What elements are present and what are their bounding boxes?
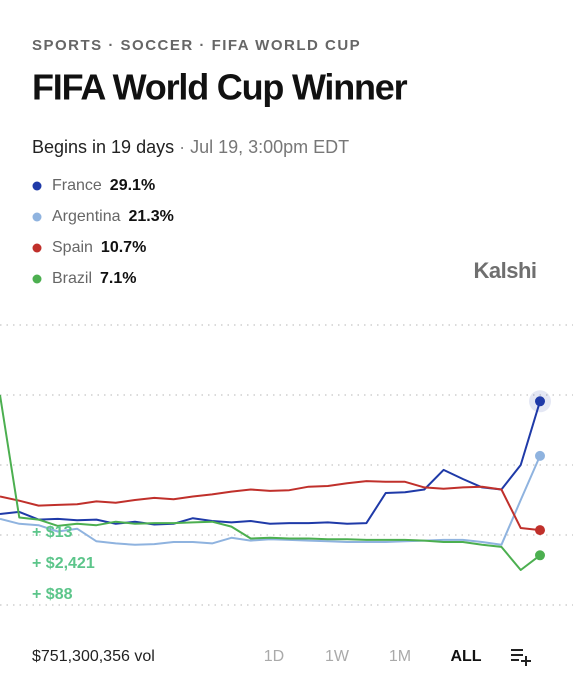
legend-dot [32, 243, 42, 253]
legend-entry: Brazil 7.1% [52, 270, 136, 287]
end-dot [535, 525, 545, 536]
legend-value: 21.3% [129, 208, 174, 225]
event-date: Jul 19, 3:00pm EDT [190, 137, 349, 157]
breadcrumb: SPORTS · SOCCER · FIFA WORLD CUP [32, 37, 361, 54]
legend-value: 10.7% [101, 239, 146, 256]
legend-dot [32, 181, 42, 191]
series-line [0, 455, 541, 546]
series-line [0, 394, 541, 571]
trade-label: + $88 [32, 586, 73, 603]
breadcrumb-item[interactable]: FIFA WORLD CUP [212, 37, 362, 54]
trade-label: + $13 [32, 524, 73, 541]
series-line [0, 401, 541, 526]
legend-dot [32, 274, 42, 284]
legend-entry: Spain 10.7% [52, 239, 146, 256]
separator: · [103, 37, 121, 54]
legend-name: France [52, 177, 102, 194]
legend-name: Argentina [52, 208, 121, 225]
legend-entry: Argentina 21.3% [52, 208, 174, 225]
page-title: FIFA World Cup Winner [32, 67, 408, 108]
end-dot [535, 550, 545, 561]
legend-dot [32, 212, 42, 222]
menu-icon[interactable] [511, 649, 531, 666]
legend-value: 29.1% [110, 177, 155, 194]
separator: · [174, 137, 190, 157]
range-button[interactable]: 1W [325, 648, 350, 665]
volume: $751,300,356 vol [32, 648, 155, 665]
countdown: Begins in 19 days [32, 137, 174, 157]
brand-logo: Kalshi [473, 258, 536, 283]
range-button[interactable]: ALL [450, 648, 481, 665]
range-button[interactable]: 1M [389, 648, 411, 665]
breadcrumb-item[interactable]: SPORTS [32, 37, 103, 54]
range-button[interactable]: 1D [264, 648, 284, 665]
legend-name: Spain [52, 239, 93, 256]
legend-name: Brazil [52, 270, 92, 287]
separator: · [194, 37, 212, 54]
end-dot [535, 450, 545, 461]
trade-label: + $2,421 [32, 555, 95, 572]
subtitle: Begins in 19 days · Jul 19, 3:00pm EDT [32, 137, 349, 157]
end-dot [535, 396, 545, 407]
series-line [0, 480, 541, 532]
legend-value: 7.1% [100, 270, 136, 287]
legend-entry: France 29.1% [52, 177, 155, 194]
breadcrumb-item[interactable]: SOCCER [121, 37, 194, 54]
